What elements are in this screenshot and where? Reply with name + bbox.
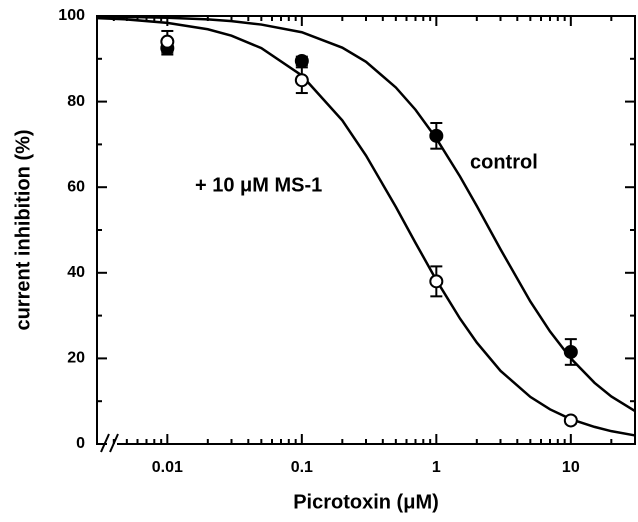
data-point xyxy=(429,128,444,143)
data-point xyxy=(429,274,444,289)
annotation: + 10 μM MS-1 xyxy=(195,174,322,196)
y-tick-label: 100 xyxy=(58,7,85,24)
y-tick-label: 80 xyxy=(67,93,85,110)
annotation: control xyxy=(470,151,538,173)
fit-curve xyxy=(96,15,636,413)
y-tick-label: 0 xyxy=(76,435,85,452)
fit-curve xyxy=(96,16,636,437)
data-point xyxy=(160,34,175,49)
data-point xyxy=(563,413,578,428)
x-tick-label: 1 xyxy=(432,459,441,476)
x-tick-label: 0.1 xyxy=(291,459,313,476)
x-axis-label: Picrotoxin (μM) xyxy=(293,491,439,513)
data-point xyxy=(294,73,309,88)
y-tick-label: 40 xyxy=(67,264,85,281)
y-tick-label: 60 xyxy=(67,178,85,195)
plot-frame xyxy=(96,15,636,445)
x-tick-label: 10 xyxy=(562,459,580,476)
y-tick-label: 20 xyxy=(67,350,85,367)
x-tick-label: 0.01 xyxy=(152,459,183,476)
y-axis-label: current inhibition (%) xyxy=(12,129,34,330)
data-point xyxy=(294,53,309,68)
data-point xyxy=(563,344,578,359)
